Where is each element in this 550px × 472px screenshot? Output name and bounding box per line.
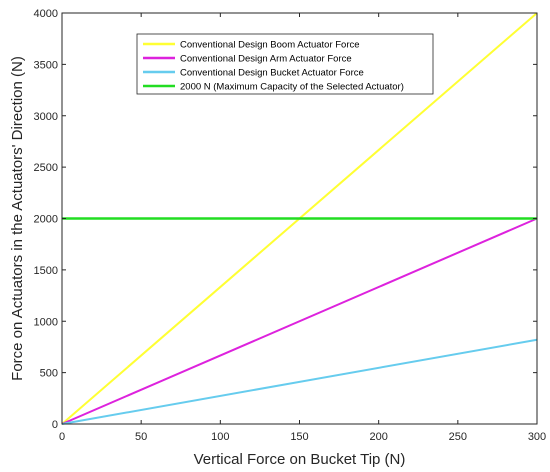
x-tick-label-1: 50: [135, 431, 147, 443]
x-tick-label-4: 200: [369, 431, 387, 443]
y-tick-label-5: 2500: [34, 162, 58, 174]
y-tick-label-0: 0: [52, 419, 58, 431]
legend-box: [136, 33, 434, 95]
y-tick-label-6: 3000: [34, 111, 58, 123]
x-tick-label-5: 250: [449, 431, 467, 443]
series-line-2: [61, 338, 538, 425]
legend: Conventional Design Boom Actuator Force C…: [136, 33, 434, 95]
x-tick-label-0: 0: [59, 431, 65, 443]
y-tick-label-1: 500: [40, 368, 58, 380]
ticks-layer: 0 50 100 150 200 250 3000500100015002000250030…: [34, 8, 547, 443]
y-tick-label-8: 4000: [34, 8, 58, 20]
x-tick-label-6: 300: [528, 431, 546, 443]
y-tick-label-3: 1500: [34, 265, 58, 277]
legend-label-2: Conventional Design Bucket Actuator Forc…: [180, 68, 364, 79]
x-tick-label-3: 150: [290, 431, 308, 443]
y-axis-label: Force on Actuators in the Actuators' Dir…: [9, 56, 26, 381]
x-tick-label-2: 100: [211, 431, 229, 443]
legend-label-0: Conventional Design Boom Actuator Force: [180, 40, 360, 51]
x-axis-label: Vertical Force on Bucket Tip (N): [194, 451, 406, 468]
legend-label-3: 2000 N (Maximum Capacity of the Selected…: [180, 82, 404, 93]
series-layer: [61, 12, 538, 425]
series-line-1: [61, 217, 538, 425]
y-tick-label-4: 2000: [34, 214, 58, 226]
y-tick-label-7: 3500: [34, 59, 58, 71]
y-tick-label-2: 1000: [34, 316, 58, 328]
legend-label-1: Conventional Design Arm Actuator Force: [180, 54, 352, 65]
